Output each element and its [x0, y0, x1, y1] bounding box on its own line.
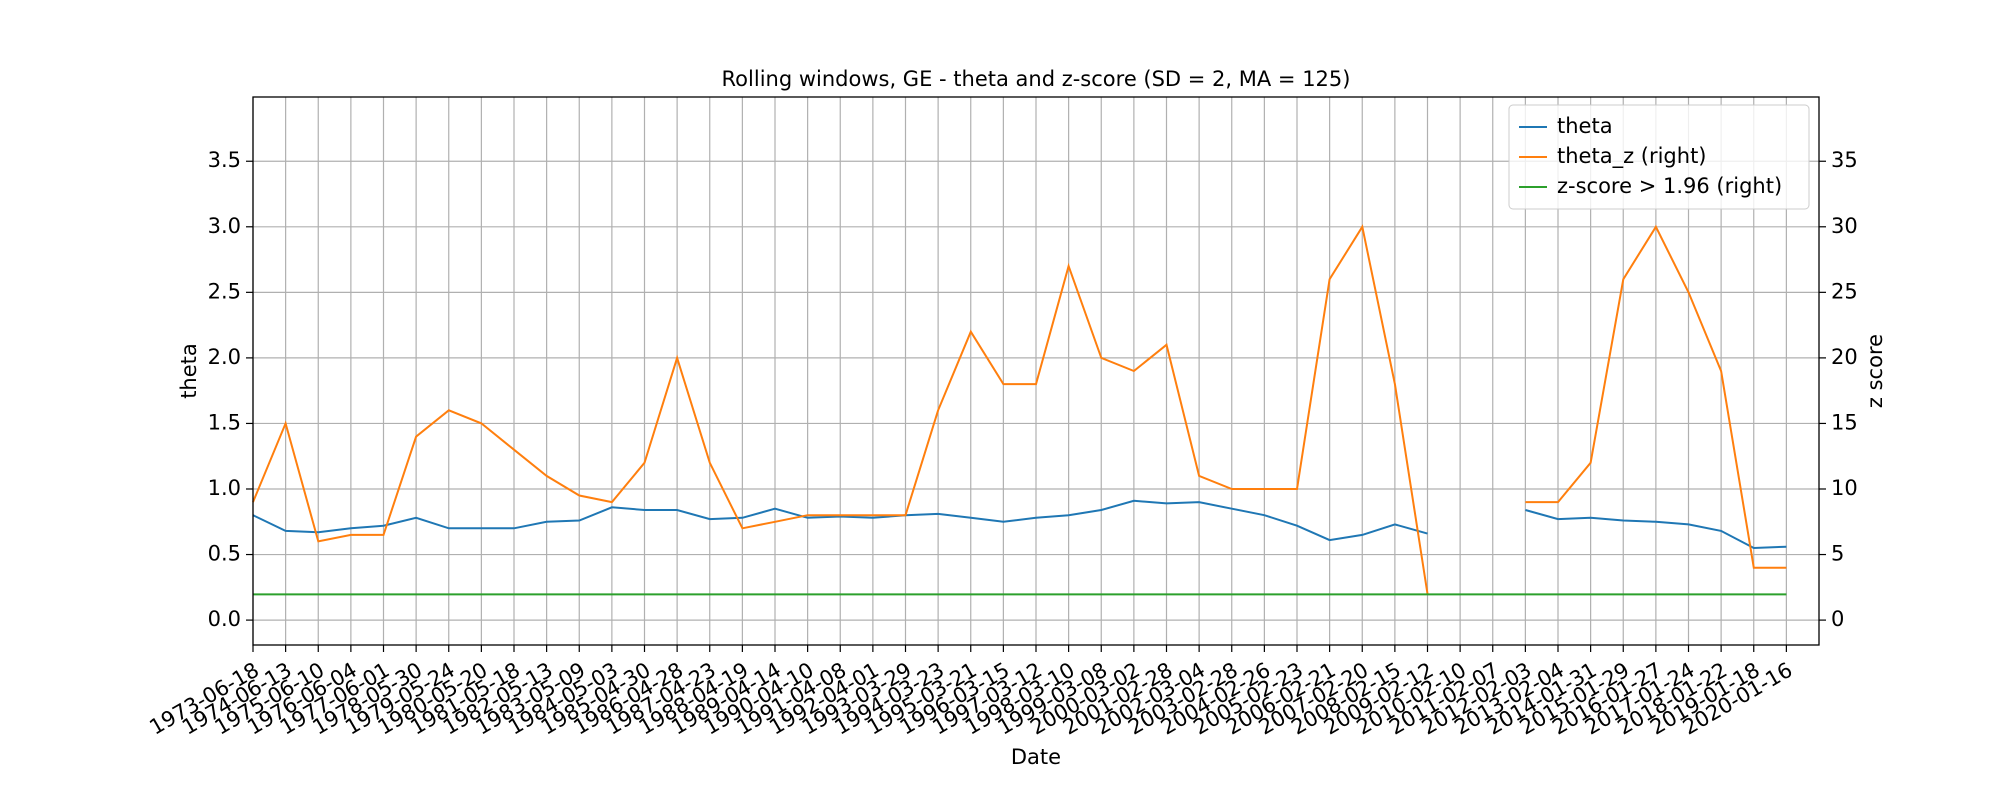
legend-label: theta_z (right): [1557, 144, 1707, 169]
chart-title: Rolling windows, GE - theta and z-score …: [722, 67, 1351, 91]
y-tick-label: 2.5: [208, 279, 241, 303]
y2-tick-label: 0: [1831, 607, 1844, 631]
y2-tick-label: 30: [1831, 214, 1858, 238]
x-axis-label: Date: [1011, 745, 1061, 769]
legend: theta theta_z (right) z-score > 1.96 (righ…: [1508, 104, 1810, 210]
y-tick-label: 0.5: [208, 542, 241, 566]
legend-label: theta: [1557, 114, 1613, 138]
data-line: [252, 499, 1787, 550]
y2-tick-label: 15: [1831, 410, 1858, 434]
y-tick-label: 3.5: [208, 148, 241, 172]
y-tick-label: 0.0: [208, 607, 241, 631]
plot-frame: [252, 96, 1820, 646]
y2-tick-label: 5: [1831, 542, 1844, 566]
y2-tick-label: 10: [1831, 476, 1858, 500]
legend-label: z-score > 1.96 (right): [1557, 174, 1782, 198]
y2-axis-label: z score: [1863, 334, 1887, 408]
data-line: [252, 224, 1787, 595]
y-axis-label: theta: [177, 343, 201, 399]
y2-tick-label: 25: [1831, 279, 1858, 303]
legend-box: [1508, 104, 1810, 210]
y-tick-label: 3.0: [208, 214, 241, 238]
y2-tick-label: 35: [1831, 148, 1858, 172]
y-tick-label: 1.0: [208, 476, 241, 500]
y2-tick-label: 20: [1831, 345, 1858, 369]
y-tick-label: 1.5: [208, 410, 241, 434]
y-tick-label: 2.0: [208, 345, 241, 369]
